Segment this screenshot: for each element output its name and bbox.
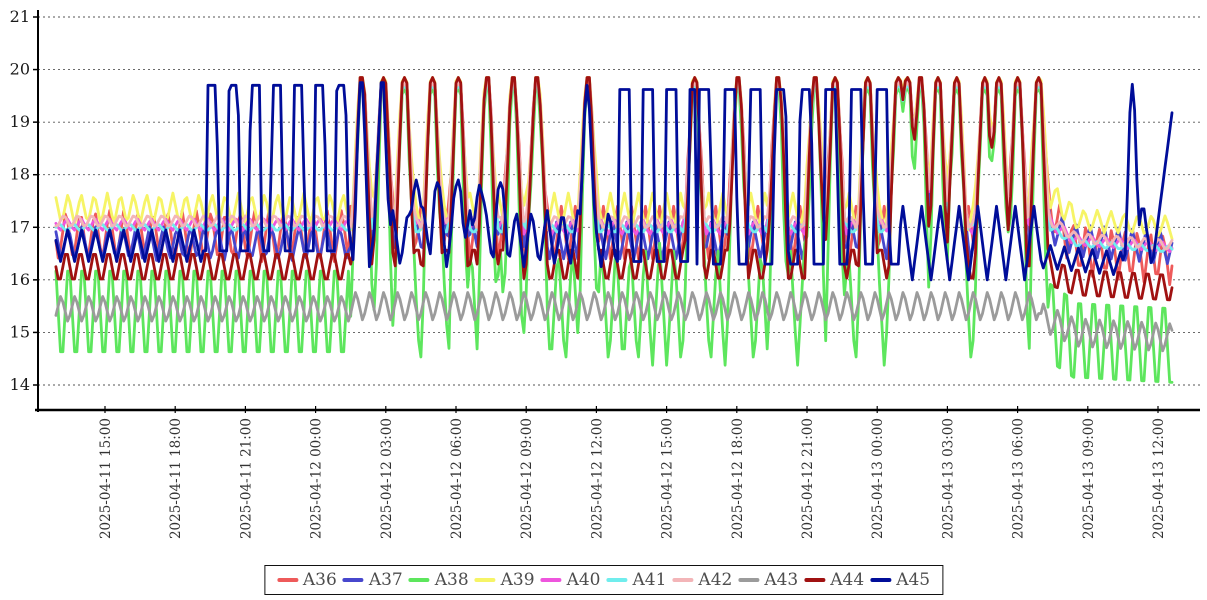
x-tick-label: 2025-04-13 03:00 bbox=[940, 418, 956, 539]
legend-swatch-icon bbox=[804, 578, 826, 582]
x-tick-label: 2025-04-12 06:00 bbox=[449, 418, 465, 539]
y-tick-label: 20 bbox=[10, 60, 30, 79]
legend-swatch-icon bbox=[606, 578, 628, 582]
legend-item-label: A39 bbox=[500, 570, 535, 590]
x-tick-label: 2025-04-11 21:00 bbox=[238, 418, 254, 539]
y-tick-label: 19 bbox=[10, 112, 30, 131]
y-tick-label: 14 bbox=[10, 375, 30, 394]
y-tick-label: 17 bbox=[10, 217, 30, 236]
legend-item-A45: A45 bbox=[870, 568, 930, 592]
x-tick-label: 2025-04-13 06:00 bbox=[1011, 418, 1027, 539]
y-tick-label: 16 bbox=[10, 270, 30, 289]
legend-item-A37: A37 bbox=[342, 568, 403, 592]
legend-swatch-icon bbox=[738, 578, 760, 582]
legend-item-label: A42 bbox=[698, 570, 733, 590]
legend-item-label: A36 bbox=[302, 570, 337, 590]
y-tick-label: 21 bbox=[10, 7, 30, 26]
legend-swatch-icon bbox=[672, 578, 694, 582]
legend-swatch-icon bbox=[474, 578, 496, 582]
x-tick-label: 2025-04-11 18:00 bbox=[168, 418, 184, 539]
legend-item-label: A44 bbox=[830, 570, 865, 590]
x-tick-label: 2025-04-13 00:00 bbox=[870, 418, 886, 539]
series-line-A43 bbox=[54, 291, 1174, 353]
legend-item-label: A40 bbox=[566, 570, 601, 590]
legend-swatch-icon bbox=[408, 578, 430, 582]
legend-item-A41: A41 bbox=[606, 568, 667, 592]
legend-item-A43: A43 bbox=[738, 568, 798, 592]
legend: A36 A37 A38 A39 A40 A41 A42 A43 A44 A45 bbox=[263, 565, 944, 595]
x-tick-label: 2025-04-12 21:00 bbox=[800, 418, 816, 539]
x-tick-label: 2025-04-12 12:00 bbox=[589, 418, 605, 539]
legend-item-A42: A42 bbox=[672, 568, 732, 592]
x-tick-label: 2025-04-11 15:00 bbox=[98, 418, 114, 539]
legend-item-label: A43 bbox=[764, 570, 799, 590]
legend-item-label: A41 bbox=[632, 570, 667, 590]
legend-item-label: A37 bbox=[368, 570, 403, 590]
x-tick-label: 2025-04-12 09:00 bbox=[519, 418, 535, 539]
legend-swatch-icon bbox=[276, 578, 298, 582]
legend-swatch-icon bbox=[342, 578, 364, 582]
legend-swatch-icon bbox=[540, 578, 562, 582]
legend-item-A38: A38 bbox=[408, 568, 469, 592]
legend-item-A40: A40 bbox=[540, 568, 601, 592]
legend-item-label: A38 bbox=[434, 570, 469, 590]
legend-item-A39: A39 bbox=[474, 568, 535, 592]
series-line-A45 bbox=[54, 81, 1174, 282]
y-tick-label: 18 bbox=[10, 165, 30, 184]
x-tick-label: 2025-04-12 15:00 bbox=[660, 418, 676, 539]
legend-item-label: A45 bbox=[896, 570, 931, 590]
x-tick-label: 2025-04-12 18:00 bbox=[730, 418, 746, 539]
legend-item-A36: A36 bbox=[276, 568, 337, 592]
legend-swatch-icon bbox=[870, 578, 892, 582]
x-tick-label: 2025-04-12 00:00 bbox=[309, 418, 325, 539]
legend-item-A44: A44 bbox=[804, 568, 864, 592]
x-tick-label: 2025-04-13 09:00 bbox=[1081, 418, 1097, 539]
x-tick-label: 2025-04-13 12:00 bbox=[1151, 418, 1167, 539]
y-tick-label: 15 bbox=[10, 322, 30, 341]
x-tick-label: 2025-04-12 03:00 bbox=[379, 418, 395, 539]
